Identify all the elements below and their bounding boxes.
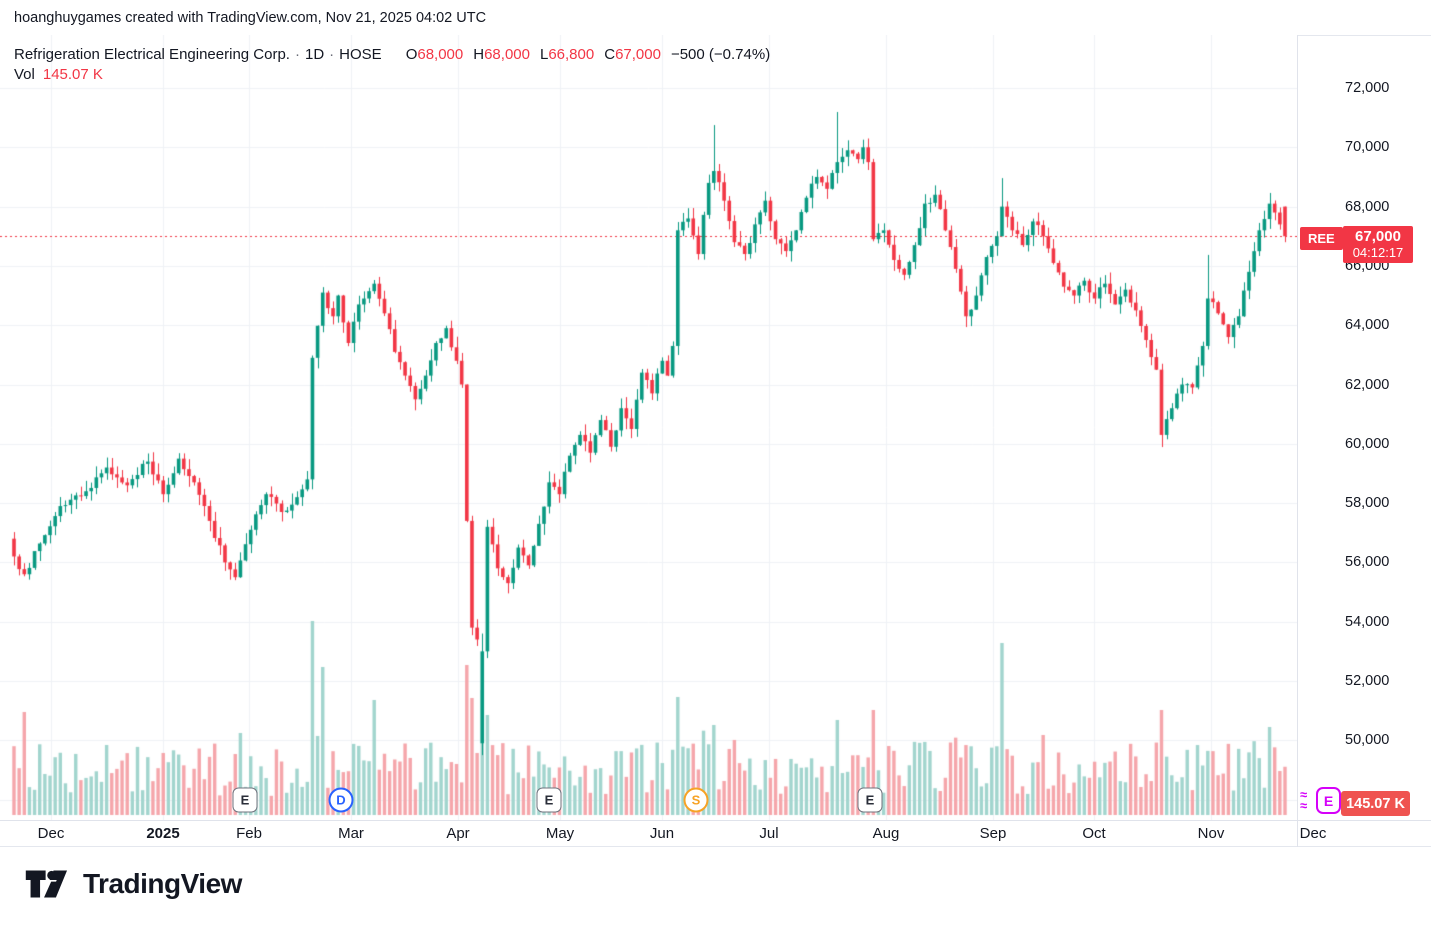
time-tick-label: Nov (1197, 825, 1225, 842)
vol-label: Vol (14, 66, 35, 83)
high-label: H (473, 46, 485, 63)
legend-separator-2: · (329, 46, 335, 63)
attribution-text: hoanghuygames created with TradingView.c… (14, 10, 487, 26)
price-axis-border (1297, 35, 1298, 847)
price-tick-label: 62,000 (1345, 376, 1390, 393)
earnings-marker[interactable]: E (232, 787, 258, 813)
open-value: 68,000 (417, 46, 464, 63)
time-tick-label: Apr (446, 825, 470, 842)
time-axis-border (0, 820, 1431, 821)
time-tick-label: Aug (872, 825, 900, 842)
dividend-marker[interactable]: D (328, 787, 354, 813)
candlestick-chart-pane[interactable] (0, 35, 1297, 820)
time-tick-label: Dec (1299, 825, 1327, 842)
legend-separator-1: · (294, 46, 300, 63)
time-tick-label: Oct (1082, 825, 1106, 842)
symbol-price-label-badge: REE (1300, 227, 1343, 250)
interval-label: 1D (304, 46, 325, 63)
squiggle-icon: ≈ ≈ (1300, 787, 1308, 813)
vol-value: 145.07 K (42, 66, 103, 83)
tradingview-logo[interactable]: TradingView (25, 868, 242, 900)
tradingview-logo-text: TradingView (83, 868, 242, 899)
time-tick-label: Mar (338, 825, 364, 842)
close-value: 67,000 (615, 46, 661, 63)
low-label: L (539, 46, 549, 63)
time-tick-label: May (545, 825, 575, 842)
change-value: −500 (−0.74%) (670, 46, 771, 63)
price-tick-label: 72,000 (1345, 80, 1390, 96)
time-tick-label: Sep (979, 825, 1007, 842)
symbol-legend[interactable]: Refrigeration Electrical Engineering Cor… (14, 44, 770, 65)
projected-earnings-letter: E (1316, 787, 1341, 814)
price-tick-label: 50,000 (1345, 732, 1390, 749)
price-tick-label: 68,000 (1345, 198, 1390, 215)
price-tick-label: 64,000 (1345, 317, 1390, 334)
exchange-label: HOSE (339, 46, 382, 63)
price-tick-label: 60,000 (1345, 435, 1390, 452)
split-marker[interactable]: S (683, 787, 709, 813)
close-label: C (604, 46, 616, 63)
time-tick-label: Feb (236, 825, 262, 842)
volume-legend[interactable]: Vol 145.07 K (14, 66, 103, 83)
time-tick-label: Jul (759, 825, 779, 842)
time-tick-label: 2025 (146, 825, 180, 842)
price-tick-label: 70,000 (1345, 139, 1390, 156)
open-label: O (405, 46, 418, 63)
earnings-marker[interactable]: E (536, 787, 562, 813)
price-tick-label: 56,000 (1345, 554, 1390, 571)
last-price-badge: 67,000 04:12:17 (1343, 226, 1413, 263)
price-tick-label: 52,000 (1345, 673, 1390, 689)
earnings-marker[interactable]: E (857, 787, 883, 813)
symbol-name: Refrigeration Electrical Engineering Cor… (14, 46, 290, 63)
price-tick-label: 58,000 (1345, 495, 1390, 512)
time-tick-label: Jun (649, 825, 675, 842)
time-tick-label: Dec (37, 825, 65, 842)
bar-countdown: 04:12:17 (1352, 245, 1404, 260)
last-price-value: 67,000 (1355, 228, 1401, 245)
tradingview-logo-icon (25, 870, 68, 898)
low-value: 66,800 (548, 46, 595, 63)
price-tick-label: 54,000 (1345, 613, 1390, 630)
volume-value-badge: 145.07 K (1341, 791, 1410, 816)
high-value: 68,000 (484, 46, 530, 63)
